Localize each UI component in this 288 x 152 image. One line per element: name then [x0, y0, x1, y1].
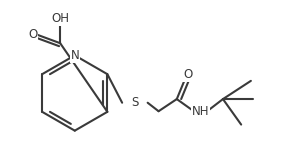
Text: O: O: [183, 68, 192, 81]
Text: S: S: [131, 96, 139, 109]
Text: N: N: [70, 49, 79, 62]
Text: O: O: [28, 28, 37, 41]
Text: NH: NH: [192, 105, 209, 118]
Text: OH: OH: [51, 12, 69, 25]
Text: N: N: [70, 49, 79, 62]
